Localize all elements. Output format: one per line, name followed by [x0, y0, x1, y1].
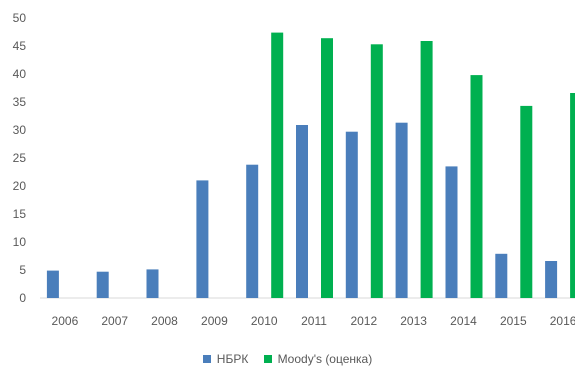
- bar-nbrk-2016: [545, 261, 558, 298]
- bar-nbrk-2010: [246, 164, 259, 298]
- legend-swatch-nbrk: [202, 355, 211, 363]
- bar-nbrk-2011: [296, 125, 308, 298]
- y-axis-tick-labels: 0 5 10 15 20 25 30 35 40 45 50: [13, 11, 27, 305]
- bar-nbrk-2013: [395, 122, 408, 298]
- bar-nbrk-2015: [495, 253, 508, 298]
- legend: НБРК Moody's (оценка): [0, 352, 575, 366]
- bar-nbrk-2008: [146, 269, 159, 298]
- y-tick-label: 35: [13, 95, 27, 109]
- bars: [46, 32, 575, 299]
- x-tick-label: 2014: [450, 314, 477, 328]
- x-tick-label: 2012: [350, 314, 377, 328]
- x-axis-tick-labels: 2006 2007 2008 2009 2010 2011 2012 2013 2014 2015…: [52, 314, 575, 328]
- bar-nbrk-2007: [96, 271, 109, 298]
- x-tick-label: 2010: [251, 314, 278, 328]
- y-tick-label: 20: [13, 179, 27, 193]
- bar-moodys-2012: [370, 44, 383, 298]
- x-tick-label: 2011: [301, 314, 327, 328]
- x-tick-label: 2016: [550, 314, 575, 328]
- y-tick-label: 25: [13, 151, 27, 165]
- bar-chart: 0 5 10 15 20 25 30 35 40 45 50 2006 2007 2008 2009 201…: [13, 11, 575, 328]
- x-tick-label: 2015: [500, 314, 527, 328]
- y-tick-label: 50: [13, 11, 27, 25]
- y-tick-label: 40: [13, 67, 27, 81]
- x-tick-label: 2009: [201, 314, 228, 328]
- x-tick-label: 2007: [101, 314, 128, 328]
- legend-label-nbrk: НБРК: [216, 352, 249, 366]
- bar-nbrk-2009: [196, 180, 209, 298]
- bar-nbrk-2014: [445, 166, 458, 298]
- legend-label-moodys: Moody's (оценка): [277, 352, 373, 366]
- legend-item-moodys: Moody's (оценка): [263, 352, 373, 366]
- y-tick-label: 0: [19, 291, 26, 305]
- bar-moodys-2016: [570, 93, 575, 298]
- x-tick-label: 2006: [52, 314, 79, 328]
- bar-moodys-2013: [420, 41, 433, 298]
- y-tick-label: 10: [13, 235, 27, 249]
- y-tick-label: 45: [13, 39, 27, 53]
- bar-nbrk-2012: [345, 131, 358, 298]
- y-tick-label: 30: [13, 123, 27, 137]
- bar-moodys-2014: [470, 75, 483, 298]
- x-tick-label: 2013: [400, 314, 427, 328]
- y-tick-label: 5: [19, 263, 26, 277]
- bar-nbrk-2006: [46, 270, 59, 298]
- x-tick-label: 2008: [151, 314, 178, 328]
- bar-moodys-2015: [520, 105, 533, 299]
- bar-moodys-2011: [321, 38, 333, 298]
- legend-item-nbrk: НБРК: [202, 352, 249, 366]
- bar-moodys-2010: [271, 32, 284, 298]
- y-tick-label: 15: [13, 207, 27, 221]
- legend-swatch-moodys: [263, 355, 272, 363]
